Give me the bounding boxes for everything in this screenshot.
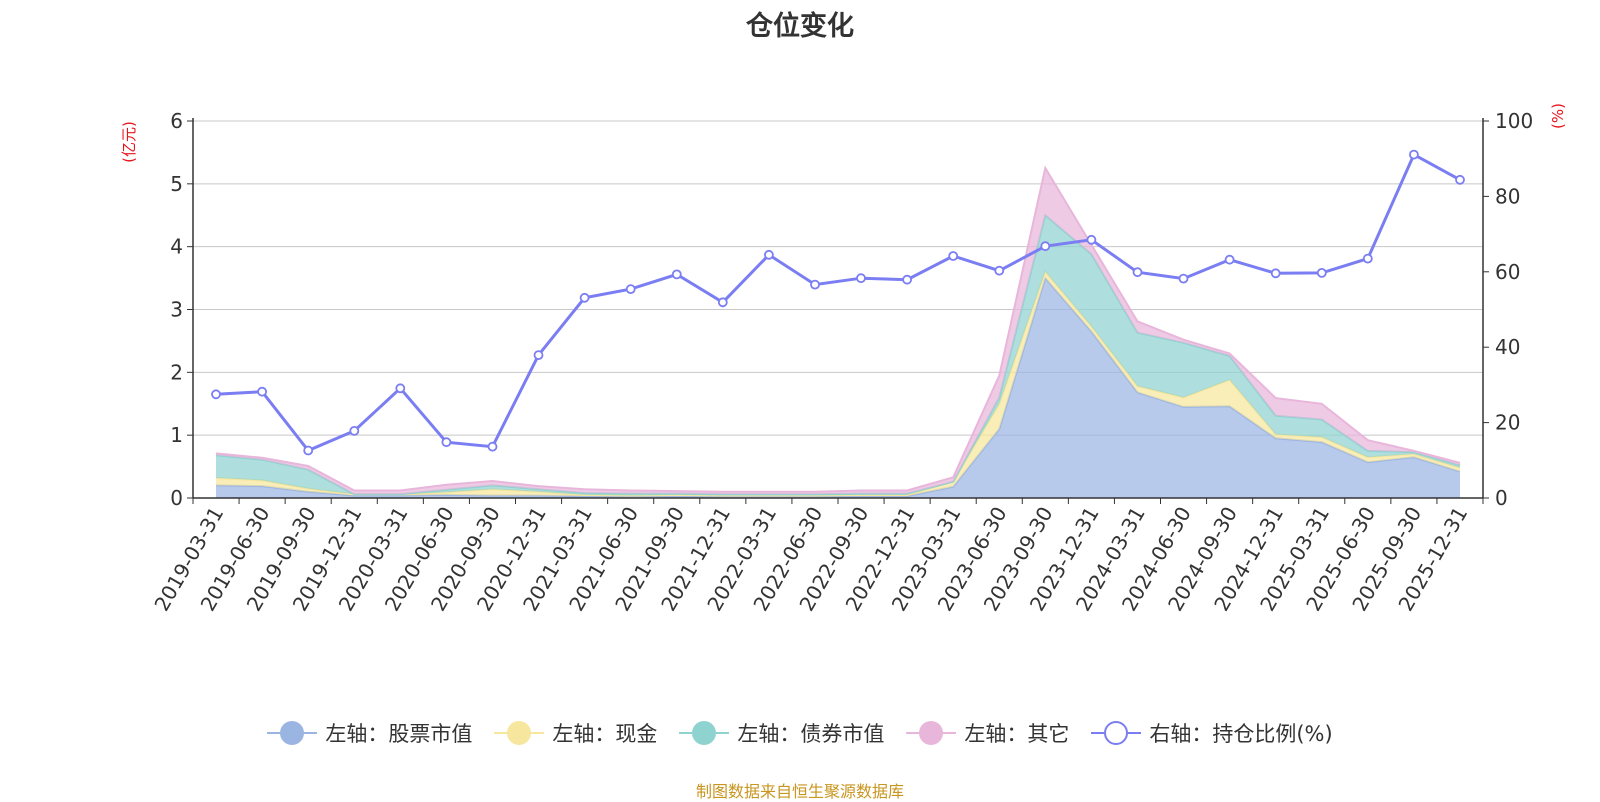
ratio-point <box>764 249 774 260</box>
legend-item[interactable]: 左轴：其它 <box>906 718 1069 748</box>
right-axis-label: (%) <box>1549 103 1567 129</box>
left-axis-tick-label: 1 <box>170 423 183 447</box>
ratio-point <box>1132 267 1143 278</box>
ratio-point <box>533 350 544 361</box>
ratio-point <box>625 284 636 295</box>
right-axis-tick-label: 0 <box>1495 486 1508 510</box>
ratio-point <box>257 386 268 397</box>
area-edge-other <box>215 165 1461 493</box>
legend-dot <box>919 721 944 745</box>
legend-swatch-icon <box>906 720 957 746</box>
ratio-point <box>395 383 406 394</box>
right-axis-tick-label: 60 <box>1495 260 1520 284</box>
ratio-point <box>856 273 866 284</box>
axes: 01234560204060801002019-03-312019-06-302… <box>149 109 1533 615</box>
ratio-point <box>994 265 1005 276</box>
legend-item[interactable]: 左轴：现金 <box>494 718 657 748</box>
ratio-point <box>579 292 590 303</box>
ratio-point <box>441 437 452 448</box>
left-axis-label: (亿元) <box>120 121 138 163</box>
right-axis-tick-label: 40 <box>1495 335 1520 359</box>
legend-swatch-icon <box>1091 720 1142 746</box>
legend-dot <box>280 721 305 745</box>
left-axis-tick-label: 6 <box>170 109 183 133</box>
ratio-line <box>215 152 1461 453</box>
ratio-point <box>303 445 314 456</box>
legend-item[interactable]: 左轴：债券市值 <box>679 718 884 748</box>
legend-dot <box>692 721 717 745</box>
ratio-point <box>1316 267 1327 278</box>
ratio-point <box>902 274 912 285</box>
area-bond <box>216 215 1460 496</box>
legend-label: 左轴：现金 <box>552 722 658 746</box>
stacked-areas <box>215 165 1461 498</box>
legend-dot <box>507 721 532 745</box>
left-axis-tick-label: 3 <box>170 298 183 322</box>
right-axis-tick-label: 20 <box>1495 411 1520 435</box>
left-axis-tick-label: 0 <box>170 486 183 510</box>
legend-swatch-icon <box>494 720 545 746</box>
chart-title: 仓位变化 <box>746 11 854 42</box>
ratio-point <box>1409 149 1419 160</box>
legend-label: 左轴：股票市值 <box>325 722 473 746</box>
source-note: 制图数据来自恒生聚源数据库 <box>695 782 904 801</box>
ratio-point <box>1455 174 1465 185</box>
legend-swatch-icon <box>267 720 318 746</box>
left-axis-tick-label: 4 <box>170 235 183 259</box>
ratio-point <box>1362 253 1373 264</box>
ratio-point <box>487 441 498 452</box>
legend-swatch-icon <box>679 720 730 746</box>
ratio-line-series <box>211 149 1465 456</box>
right-axis-tick-label: 80 <box>1495 184 1520 208</box>
ratio-point <box>1040 241 1051 252</box>
legend-item[interactable]: 右轴：持仓比例(%) <box>1091 718 1333 748</box>
legend: 左轴：股票市值 左轴：现金 左轴：债券市值 左轴：其它 右轴：持仓比例(%) <box>0 718 1600 748</box>
legend-label: 左轴：其它 <box>964 722 1070 746</box>
ratio-point <box>1224 254 1235 265</box>
legend-item[interactable]: 左轴：股票市值 <box>267 718 472 748</box>
ratio-point <box>810 279 820 290</box>
legend-label: 右轴：持仓比例(%) <box>1149 722 1333 746</box>
left-axis-tick-label: 5 <box>170 172 183 196</box>
ratio-point <box>1270 268 1281 279</box>
ratio-point <box>948 251 959 261</box>
legend-dot <box>1104 721 1129 745</box>
ratio-point <box>1178 273 1189 284</box>
legend-label: 左轴：债券市值 <box>737 722 885 746</box>
grid-lines <box>193 120 1483 436</box>
ratio-point <box>349 425 360 436</box>
ratio-point <box>671 269 682 280</box>
left-axis-tick-label: 2 <box>170 360 183 384</box>
right-axis-tick-label: 100 <box>1495 109 1533 133</box>
ratio-point <box>717 297 728 308</box>
ratio-point <box>1086 234 1097 245</box>
ratio-point <box>211 389 221 400</box>
area-stock <box>216 278 1460 498</box>
